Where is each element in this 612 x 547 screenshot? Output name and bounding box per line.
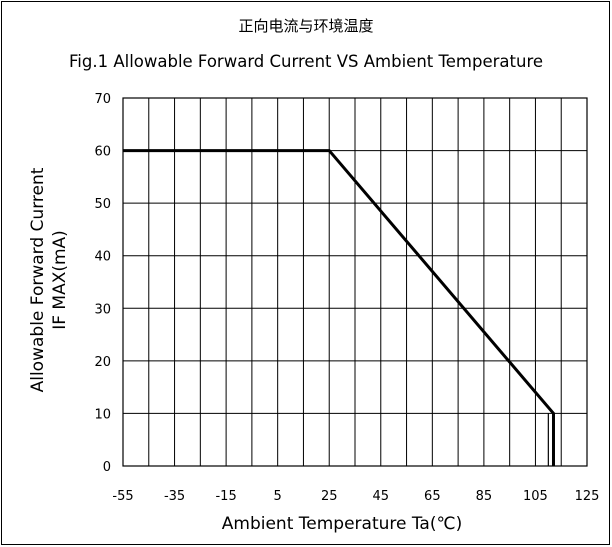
y-tick-label: 0 <box>103 460 111 475</box>
y-tick-label: 60 <box>94 145 111 160</box>
y-axis-title-line-1: Allowable Forward Current <box>28 167 48 392</box>
x-tick-label: -35 <box>164 489 185 504</box>
y-tick-label: 30 <box>94 302 111 317</box>
x-tick-label: -15 <box>215 489 236 504</box>
y-tick-label: 40 <box>94 250 111 265</box>
x-tick-label: 25 <box>321 489 338 504</box>
plot-border <box>122 97 588 467</box>
grid <box>122 97 588 467</box>
x-tick-label: 105 <box>523 489 548 504</box>
y-tick-labels: 0 10 20 30 40 50 60 70 <box>94 92 111 475</box>
series <box>123 149 555 466</box>
x-tick-labels: -55 -35 -15 5 25 45 65 85 105 125 <box>112 489 599 504</box>
y-tick-label: 20 <box>94 355 111 370</box>
x-tick-label: -55 <box>112 489 133 504</box>
y-tick-label: 70 <box>94 92 111 107</box>
x-tick-label: 125 <box>575 489 600 504</box>
x-tick-label: 5 <box>274 489 282 504</box>
x-tick-label: 45 <box>373 489 390 504</box>
x-tick-label: 85 <box>476 489 493 504</box>
y-tick-label: 10 <box>94 407 111 422</box>
chart-title: 正向电流与环境温度 <box>238 17 374 35</box>
x-axis-title: Ambient Temperature Ta(℃) <box>222 514 462 534</box>
y-axis-title-line-2: IF MAX(mA) <box>50 230 70 330</box>
x-tick-label: 65 <box>424 489 441 504</box>
chart-subtitle: Fig.1 Allowable Forward Current VS Ambie… <box>68 52 544 71</box>
y-tick-label: 50 <box>94 197 111 212</box>
series-line <box>123 149 555 466</box>
y-axis-title: Allowable Forward Current IF MAX(mA) <box>28 167 70 392</box>
